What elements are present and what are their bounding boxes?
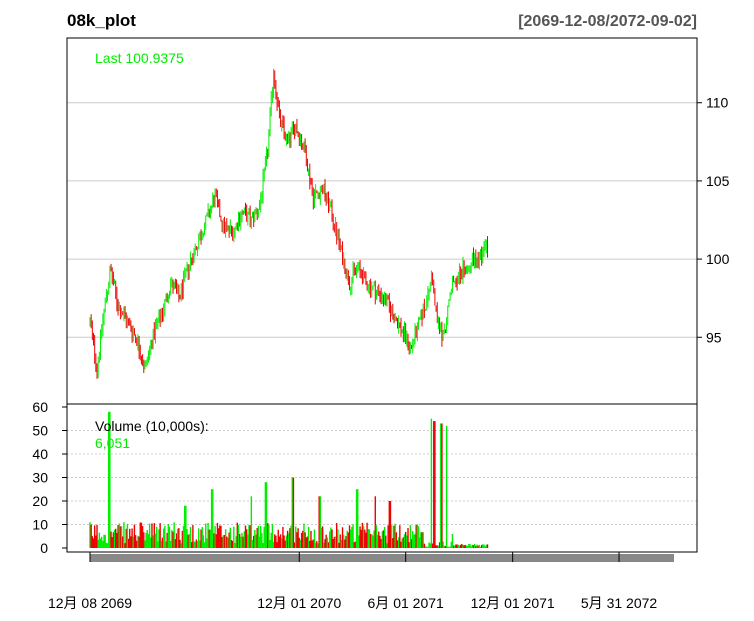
- volume-legend-label: Volume (10,000s):: [95, 418, 209, 434]
- date-range: [2069-12-08/2072-09-02]: [518, 13, 697, 30]
- volume-gridlines: [67, 430, 697, 525]
- price-panel-frame: [66, 37, 698, 405]
- x-tick-label: 6月 01 2071: [368, 595, 444, 611]
- volume-tick-label: 10: [32, 517, 48, 533]
- x-axis-band: [90, 554, 674, 562]
- x-tick-label: 12月 01 2071: [471, 595, 555, 611]
- last-price-legend: Last 100.9375: [95, 50, 184, 66]
- price-tick-label: 100: [706, 251, 730, 267]
- volume-legend-value: 6,051: [95, 435, 130, 451]
- price-tick-label: 105: [706, 173, 730, 189]
- x-tick-label: 12月 01 2070: [257, 595, 341, 611]
- volume-tick-label: 40: [32, 446, 48, 462]
- volume-tick-label: 0: [40, 540, 48, 556]
- price-candles: [89, 68, 489, 379]
- price-tick-label: 95: [706, 329, 722, 345]
- x-tick-label: 5月 31 2072: [581, 595, 657, 611]
- x-axis: 12月 08 2069 12月 01 2070 6月 01 2071 12月 01 2…: [48, 552, 674, 611]
- volume-tick-label: 20: [32, 493, 48, 509]
- price-y-axis: 95 100 105 110: [697, 95, 730, 345]
- price-tick-label: 110: [706, 95, 729, 111]
- x-tick-label: 12月 08 2069: [48, 595, 132, 611]
- price-gridlines: [67, 102, 697, 338]
- volume-tick-label: 50: [32, 423, 48, 439]
- chart-title: 08k_plot: [67, 11, 136, 30]
- volume-bars: [89, 411, 489, 548]
- volume-y-axis: 0 10 20 30 40 50 60: [32, 399, 67, 556]
- volume-tick-label: 60: [32, 399, 48, 415]
- volume-tick-label: 30: [32, 470, 48, 486]
